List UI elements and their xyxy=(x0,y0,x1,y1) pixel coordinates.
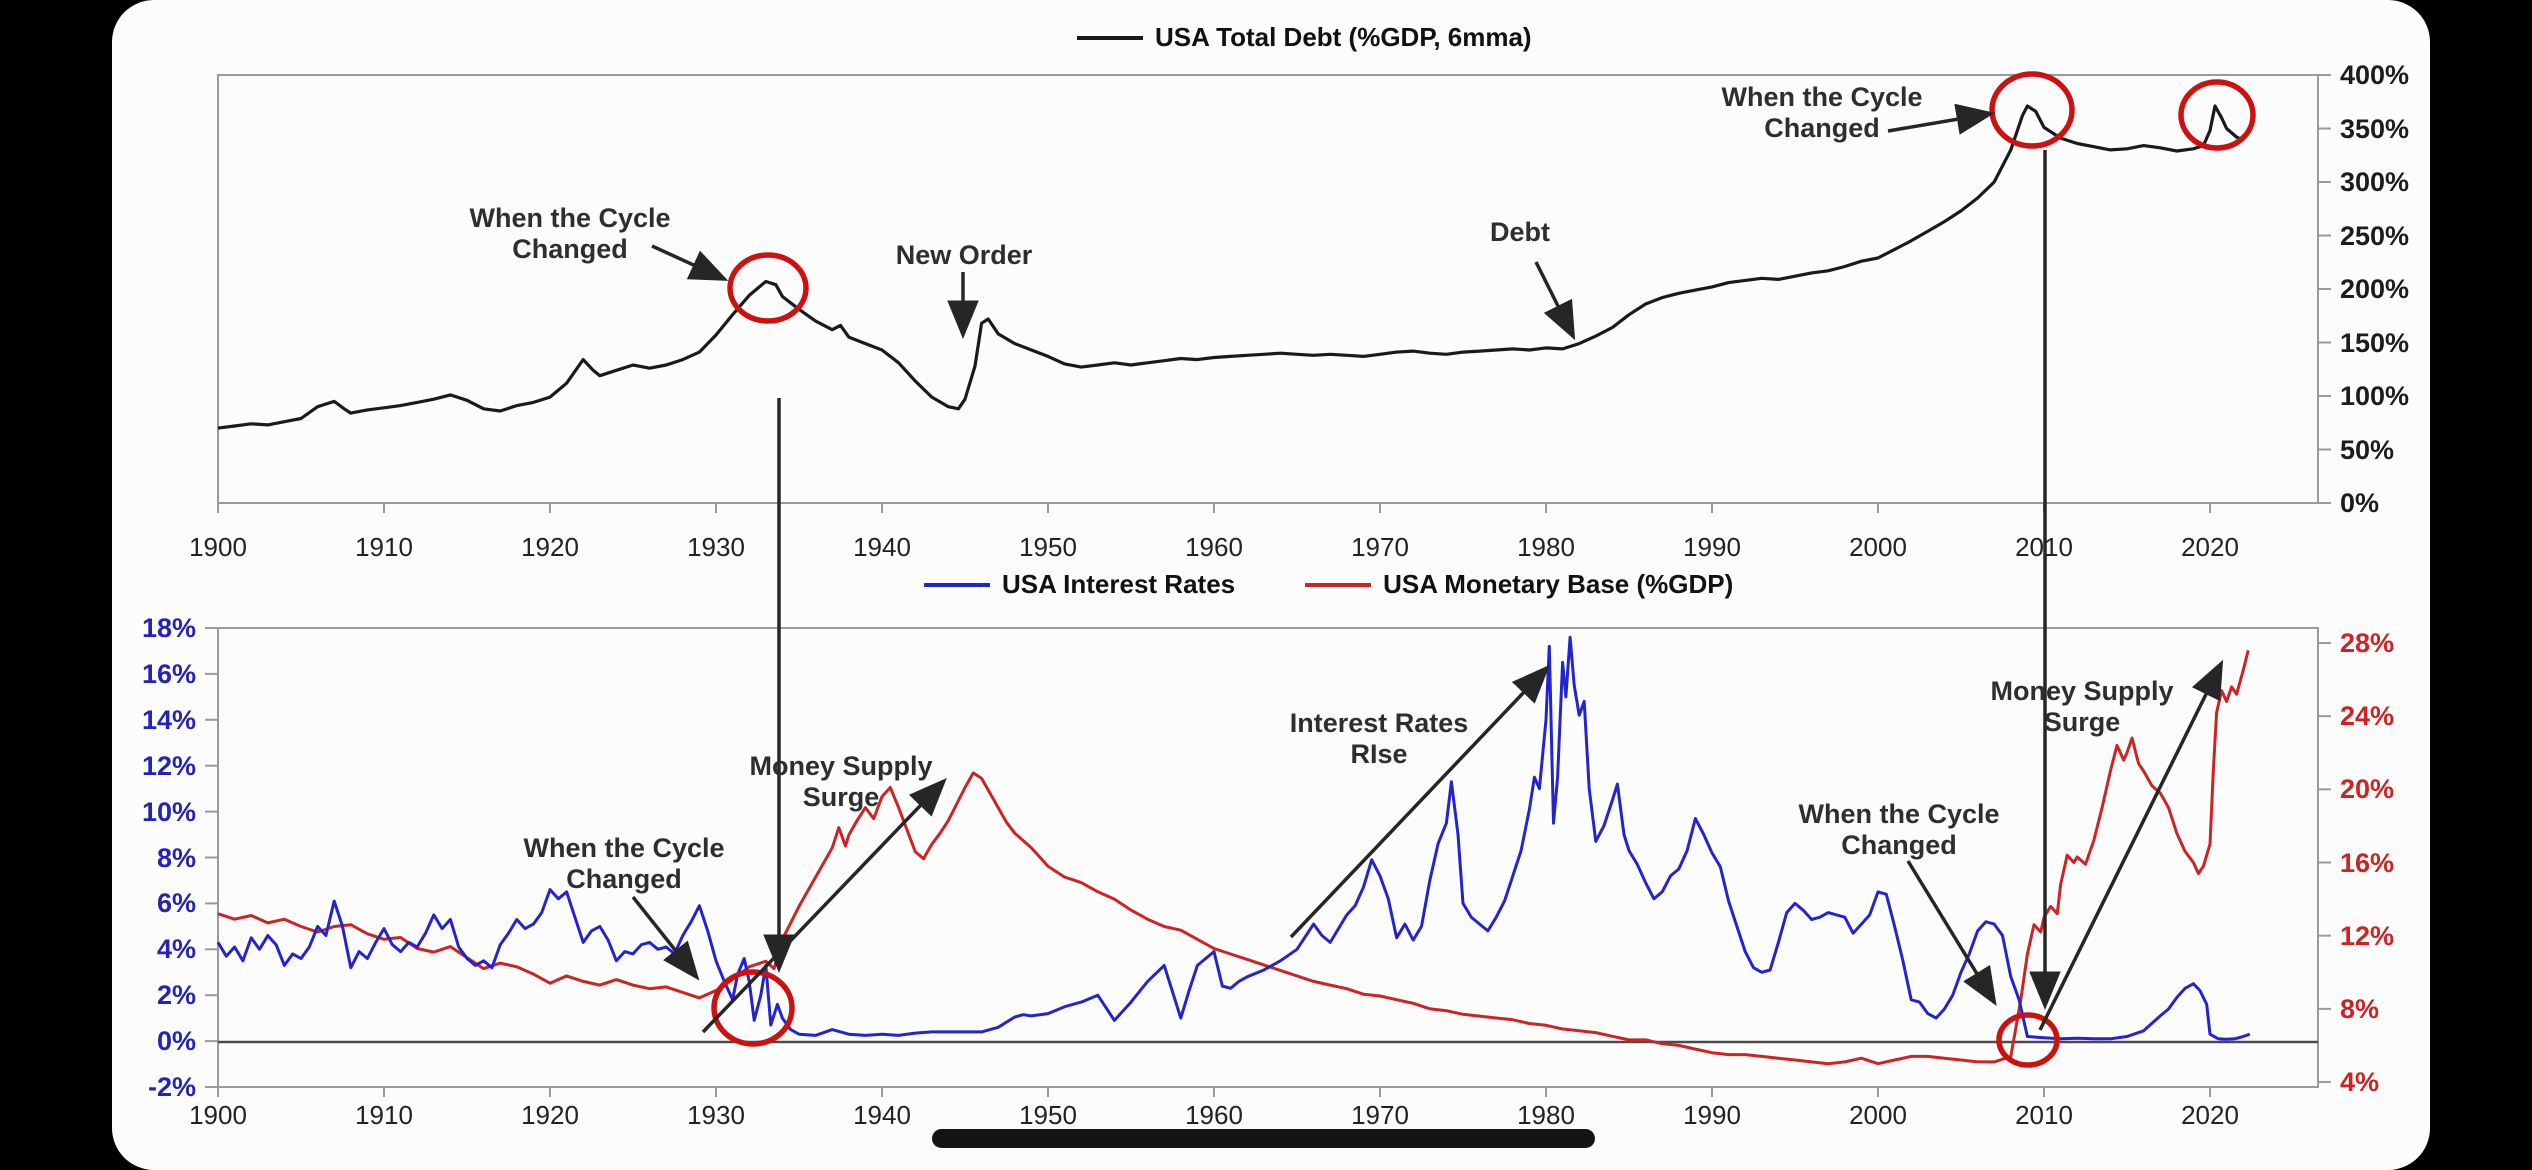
annotation-when-cycle-changed-1933: When the Cycle Changed xyxy=(469,203,671,264)
interest-rates-line xyxy=(216,635,2251,1041)
annotation-arrow xyxy=(701,777,947,1034)
annotation-money-supply-surge-1940s: Money Supply Surge xyxy=(749,751,933,812)
debt-legend-label: USA Total Debt (%GDP, 6mma) xyxy=(1155,22,1532,52)
annotation-arrow xyxy=(1289,664,1550,939)
data-series xyxy=(216,104,2251,1066)
annotation-arrow xyxy=(2038,659,2224,1031)
top-chart-legend: USA Total Debt (%GDP, 6mma) xyxy=(1077,22,1532,53)
home-indicator-bar[interactable] xyxy=(932,1129,1595,1148)
annotation-arrow xyxy=(651,244,729,281)
bottom-chart-legend: USA Interest Rates USA Monetary Base (%G… xyxy=(924,569,1733,600)
red-circle-highlight xyxy=(727,252,809,324)
annotation-when-cycle-changed-2008: When the Cycle Changed xyxy=(1798,799,2000,860)
monetary-base-legend-line-swatch xyxy=(1305,582,1372,587)
debt-legend-line-swatch xyxy=(1077,35,1143,40)
total-debt-line xyxy=(217,104,2244,430)
red-circle-highlight xyxy=(711,969,795,1047)
annotation-arrow xyxy=(1906,860,1997,1006)
red-circle-highlight xyxy=(2178,79,2256,151)
annotation-when-cycle-changed-2009: When the Cycle Changed xyxy=(1721,82,1923,143)
annotation-graphics xyxy=(631,71,2256,1068)
annotation-new-order: New Order xyxy=(895,240,1033,270)
annotation-interest-rates-rise: Interest Rates RIse xyxy=(1289,708,1469,769)
annotation-arrow xyxy=(631,895,700,981)
monetary-base-legend-item: USA Monetary Base (%GDP) xyxy=(1305,569,1733,600)
top-plot-border xyxy=(217,74,2319,504)
annotation-debt: Debt xyxy=(1490,217,1550,247)
annotation-arrow xyxy=(1534,261,1576,341)
annotation-arrow xyxy=(1887,103,1995,135)
interest-rates-legend-line-swatch xyxy=(924,582,990,587)
monetary-base-legend-label: USA Monetary Base (%GDP) xyxy=(1383,569,1734,599)
monetary-base-line xyxy=(217,649,2250,1066)
red-circle-highlight xyxy=(1996,1012,2060,1068)
interest-rates-legend-item: USA Interest Rates xyxy=(924,569,1235,600)
interest-rates-legend-label: USA Interest Rates xyxy=(1002,569,1236,599)
annotation-money-supply-surge-2020: Money Supply Surge xyxy=(1990,676,2174,737)
annotation-when-cycle-changed-1932: When the Cycle Changed xyxy=(523,833,725,894)
axes-frame xyxy=(205,74,2331,1097)
